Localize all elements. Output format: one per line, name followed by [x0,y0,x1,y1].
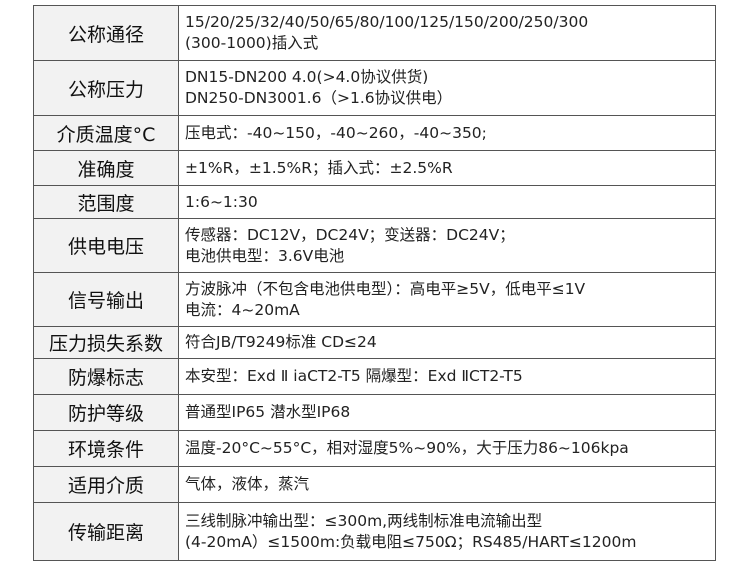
value-line: DN15-DN200 4.0(>4.0协议供货) [185,68,429,86]
row-value: 气体，液体，蒸汽 [178,466,716,503]
row-value: 传感器：DC12V，DC24V；变送器：DC24V； 电池供电型：3.6V电池 [178,218,716,273]
value-line: 气体，液体，蒸汽 [185,475,310,493]
spec-row: 适用介质 气体，液体，蒸汽 [33,466,716,503]
row-label: 公称通径 [33,5,179,61]
row-label: 防护等级 [33,394,179,431]
row-label: 范围度 [33,185,179,219]
value-line: (4-20mA）≤1500m:负载电阻≤750Ω；RS485/HART≤1200… [185,532,637,551]
row-label: 传输距离 [33,502,179,561]
row-label: 介质温度°C [33,115,179,151]
row-value: 普通型IP65 潜水型IP68 [178,394,716,431]
row-value: 1:6~1:30 [178,185,716,219]
row-value: 15/20/25/32/40/50/65/80/100/125/150/200/… [178,5,716,61]
spec-row: 供电电压 传感器：DC12V，DC24V；变送器：DC24V； 电池供电型：3.6V… [33,218,716,273]
value-line: 三线制脉冲输出型：≤300m,两线制标准电流输出型 [185,511,543,530]
row-value: 压电式：-40~150，-40~260，-40~350; [178,115,716,151]
value-line: 方波脉冲（不包含电池供电型）：高电平≥5V，低电平≤1V [185,279,586,298]
row-label: 信号输出 [33,272,179,327]
value-line: 1:6~1:30 [185,192,258,211]
spec-row: 信号输出 方波脉冲（不包含电池供电型）：高电平≥5V，低电平≤1V 电流：4~20m… [33,272,716,327]
row-label: 准确度 [33,150,179,186]
spec-row: 防护等级 普通型IP65 潜水型IP68 [33,394,716,431]
spec-row: 环境条件 温度-20°C~55°C，相对湿度5%~90%，大于压力86~106kp… [33,430,716,467]
row-value: 方波脉冲（不包含电池供电型）：高电平≥5V，低电平≤1V 电流：4~20mA [178,272,716,327]
row-value: ±1%R，±1.5%R；插入式：±2.5%R [178,150,716,186]
row-value: 三线制脉冲输出型：≤300m,两线制标准电流输出型 (4-20mA）≤1500m:… [178,502,716,561]
spec-row: 公称通径 15/20/25/32/40/50/65/80/100/125/150/… [33,5,716,61]
value-line: 传感器：DC12V，DC24V；变送器：DC24V； [185,225,515,244]
value-line: 本安型：Exd Ⅱ iaCT2-T5 隔爆型：Exd ⅡCT2-T5 [185,367,523,385]
spec-row: 公称压力 DN15-DN200 4.0(>4.0协议供货) DN250-DN3001… [33,60,716,116]
spec-row: 介质温度°C 压电式：-40~150，-40~260，-40~350; [33,115,716,151]
row-label: 环境条件 [33,430,179,467]
row-label: 压力损失系数 [33,326,179,359]
spec-table: 公称通径 15/20/25/32/40/50/65/80/100/125/150/… [33,5,716,561]
row-label: 公称压力 [33,60,179,116]
spec-row: 防爆标志 本安型：Exd Ⅱ iaCT2-T5 隔爆型：Exd ⅡCT2-T5 [33,358,716,395]
spec-row: 准确度 ±1%R，±1.5%R；插入式：±2.5%R [33,150,716,186]
spec-row: 范围度 1:6~1:30 [33,185,716,219]
row-label: 适用介质 [33,466,179,503]
row-label: 供电电压 [33,218,179,273]
value-line: ±1%R，±1.5%R；插入式：±2.5%R [185,158,453,177]
value-line: 压电式：-40~150，-40~260，-40~350; [185,123,487,142]
value-line: 电池供电型：3.6V电池 [185,246,345,265]
value-line: (300-1000)插入式 [185,34,319,52]
value-line: 15/20/25/32/40/50/65/80/100/125/150/200/… [185,13,589,31]
value-line: 符合JB/T9249标准 CD≤24 [185,333,377,351]
value-line: 温度-20°C~55°C，相对湿度5%~90%，大于压力86~106kpa [185,439,629,457]
row-label: 防爆标志 [33,358,179,395]
value-line: DN250-DN3001.6（>1.6协议供电） [185,89,453,107]
value-line: 普通型IP65 潜水型IP68 [185,403,351,421]
row-value: 本安型：Exd Ⅱ iaCT2-T5 隔爆型：Exd ⅡCT2-T5 [178,358,716,395]
row-value: DN15-DN200 4.0(>4.0协议供货) DN250-DN3001.6（>… [178,60,716,116]
row-value: 温度-20°C~55°C，相对湿度5%~90%，大于压力86~106kpa [178,430,716,467]
value-line: 电流：4~20mA [185,300,300,319]
spec-row: 压力损失系数 符合JB/T9249标准 CD≤24 [33,326,716,359]
spec-row: 传输距离 三线制脉冲输出型：≤300m,两线制标准电流输出型 (4-20mA）≤15… [33,502,716,561]
row-value: 符合JB/T9249标准 CD≤24 [178,326,716,359]
